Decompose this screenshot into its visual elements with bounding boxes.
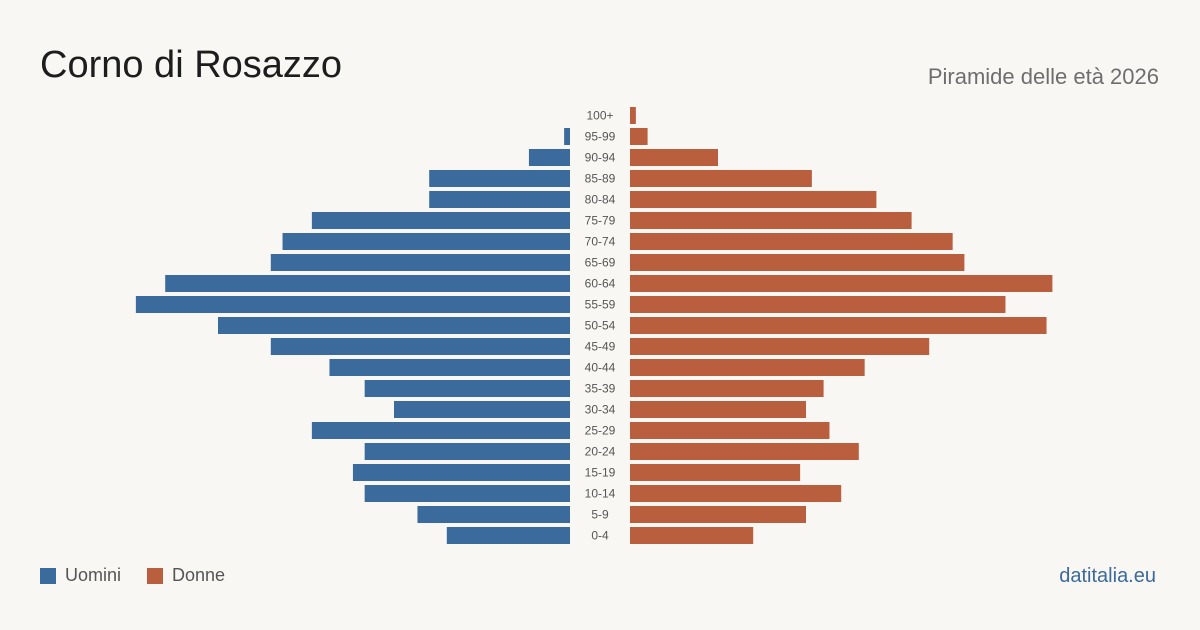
age-label-10-14: 10-14 [585, 487, 616, 501]
age-label-90-94: 90-94 [585, 151, 616, 165]
age-label-60-64: 60-64 [585, 277, 616, 291]
bar-women-45-49 [630, 338, 930, 355]
bar-men-60-64 [165, 275, 570, 292]
bar-women-70-74 [630, 233, 953, 250]
bar-men-85-89 [429, 170, 570, 187]
legend-label-men: Uomini [65, 565, 122, 585]
bar-men-5-9 [417, 506, 570, 523]
bar-women-60-64 [630, 275, 1053, 292]
legend-label-women: Donne [172, 565, 226, 585]
bar-men-20-24 [364, 443, 570, 460]
bar-men-65-69 [270, 254, 570, 271]
bar-women-55-59 [630, 296, 1006, 313]
bar-men-15-19 [352, 464, 570, 481]
bar-men-35-39 [364, 380, 570, 397]
bar-men-75-79 [311, 212, 570, 229]
age-label-30-34: 30-34 [585, 403, 616, 417]
bar-men-50-54 [218, 317, 570, 334]
legend-swatch-women [147, 567, 164, 584]
bar-men-0-4 [446, 527, 570, 544]
bar-women-20-24 [630, 443, 859, 460]
age-label-95-99: 95-99 [585, 130, 616, 144]
age-label-35-39: 35-39 [585, 382, 616, 396]
bar-men-30-34 [394, 401, 570, 418]
age-label-55-59: 55-59 [585, 298, 616, 312]
age-label-100plus: 100+ [586, 109, 613, 123]
age-label-80-84: 80-84 [585, 193, 616, 207]
age-label-65-69: 65-69 [585, 256, 616, 270]
bar-men-55-59 [135, 296, 570, 313]
legend-swatch-men [40, 567, 56, 584]
bar-women-10-14 [630, 485, 842, 502]
legend: Uomini Donne [40, 565, 251, 586]
bar-women-100plus [630, 107, 636, 124]
bar-women-65-69 [630, 254, 965, 271]
bar-men-40-44 [329, 359, 570, 376]
age-label-15-19: 15-19 [585, 466, 616, 480]
bar-men-90-94 [528, 149, 570, 166]
age-label-40-44: 40-44 [585, 361, 616, 375]
bar-men-95-99 [564, 128, 570, 145]
bar-women-40-44 [630, 359, 865, 376]
legend-item-women: Donne [147, 565, 225, 586]
chart-subtitle: Piramide delle età 2026 [927, 64, 1159, 89]
bar-women-80-84 [630, 191, 877, 208]
bar-men-70-74 [282, 233, 570, 250]
bar-men-45-49 [270, 338, 570, 355]
age-label-75-79: 75-79 [585, 214, 616, 228]
age-label-45-49: 45-49 [585, 340, 616, 354]
bar-women-95-99 [630, 128, 648, 145]
age-label-70-74: 70-74 [585, 235, 616, 249]
bar-women-85-89 [630, 170, 812, 187]
bar-men-25-29 [311, 422, 570, 439]
bar-women-35-39 [630, 380, 824, 397]
bar-women-15-19 [630, 464, 801, 481]
age-label-5-9: 5-9 [591, 508, 609, 522]
age-label-85-89: 85-89 [585, 172, 616, 186]
bar-women-0-4 [630, 527, 754, 544]
legend-item-men: Uomini [40, 565, 121, 586]
chart-title: Corno di Rosazzo [40, 44, 343, 86]
bar-women-5-9 [630, 506, 806, 523]
bar-women-90-94 [630, 149, 718, 166]
age-label-25-29: 25-29 [585, 424, 616, 438]
bar-women-50-54 [630, 317, 1047, 334]
age-label-50-54: 50-54 [585, 319, 616, 333]
bar-men-80-84 [429, 191, 570, 208]
bar-women-30-34 [630, 401, 806, 418]
source-link[interactable]: datitalia.eu [1059, 565, 1156, 587]
age-label-0-4: 0-4 [591, 529, 609, 543]
bar-women-75-79 [630, 212, 912, 229]
age-label-20-24: 20-24 [585, 445, 616, 459]
bar-men-10-14 [364, 485, 570, 502]
bar-women-25-29 [630, 422, 830, 439]
